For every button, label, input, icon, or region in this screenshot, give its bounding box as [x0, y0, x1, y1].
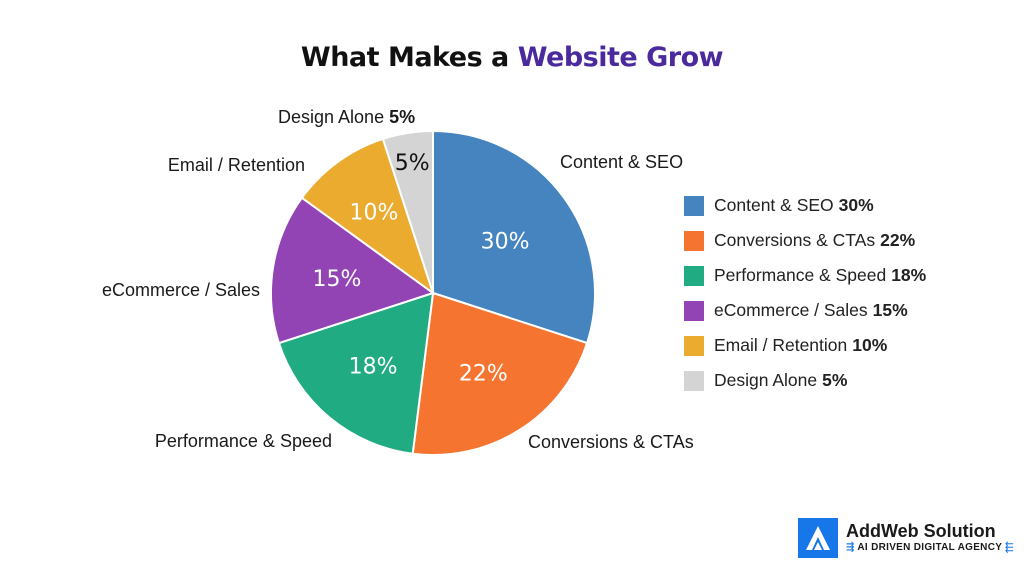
brand-name: AddWeb Solution [846, 521, 996, 541]
legend-label: Design Alone [714, 370, 818, 390]
pie-slice-category-label: Design Alone 5% [278, 107, 415, 127]
pie-slice-category-label: Performance & Speed [155, 431, 332, 451]
tagline-arrow-icon-right: ⬱ [1002, 542, 1014, 553]
legend-value: 10% [852, 335, 888, 355]
legend-swatch [684, 230, 704, 251]
legend-value: 30% [838, 195, 874, 215]
pie-slice-value-label: 15% [313, 267, 362, 292]
pie-slice-performance-speed [277, 291, 435, 455]
pie-slice-category-label: Content & SEO [560, 152, 683, 172]
brand-tagline: ⇶ AI DRIVEN DIGITAL AGENCY ⬱ [846, 541, 1014, 555]
pie-slice-content-seo [432, 129, 596, 345]
legend-item: Performance & Speed 18% [684, 258, 926, 293]
addweb-logo-icon [798, 518, 838, 558]
chart-title-part1: What Makes a [300, 42, 509, 73]
legend-label: Conversions & CTAs [714, 230, 876, 250]
brand-tagline-text: AI DRIVEN DIGITAL AGENCY [857, 542, 1003, 553]
legend-label: eCommerce / Sales [714, 300, 868, 320]
legend-value: 15% [872, 300, 908, 320]
pie-slice-ecommerce-sales [270, 196, 436, 345]
pie-slice-email-retention [300, 137, 435, 296]
pie-slice-value-label: 18% [349, 354, 398, 379]
tagline-arrow-icon-left: ⇶ [846, 542, 858, 553]
pie-slice-design-alone [381, 129, 434, 294]
chart-title-part2: Website Grow [517, 42, 724, 73]
legend-label: Content & SEO [714, 195, 834, 215]
pie-slice-category-label: eCommerce / Sales [102, 280, 260, 300]
legend-value: 22% [880, 230, 916, 250]
legend-swatch [684, 300, 704, 321]
legend-item: eCommerce / Sales 15% [684, 293, 926, 328]
legend-item: Content & SEO 30% [684, 188, 926, 223]
legend-swatch [684, 370, 704, 391]
legend-swatch [684, 335, 704, 356]
legend-item: Email / Retention 10% [684, 328, 926, 363]
legend-value: 18% [891, 265, 927, 285]
legend-item: Conversions & CTAs 22% [684, 223, 926, 258]
legend-swatch [684, 195, 704, 216]
pie-slice-category-label: Email / Retention [168, 155, 305, 175]
legend-value: 5% [822, 370, 848, 390]
pie-slice-value-label: 10% [350, 201, 399, 226]
pie-slice-value-label: 30% [481, 230, 530, 255]
legend-label: Performance & Speed [714, 265, 887, 285]
legend-label: Email / Retention [714, 335, 848, 355]
pie-slice-conversions-ctas [411, 291, 589, 456]
legend-item: Design Alone 5% [684, 363, 926, 398]
pie-slice-value-label: 5% [395, 151, 430, 176]
pie-slice-value-label: 22% [459, 361, 508, 386]
chart-title: What Makes a Website Grow [0, 42, 1024, 73]
legend-swatch [684, 265, 704, 286]
chart-legend: Content & SEO 30% Conversions & CTAs 22% Per… [684, 188, 926, 398]
brand-logo: AddWeb Solution ⇶ AI DRIVEN DIGITAL AGEN… [798, 516, 1014, 560]
pie-slice-category-label: Conversions & CTAs [528, 432, 694, 452]
